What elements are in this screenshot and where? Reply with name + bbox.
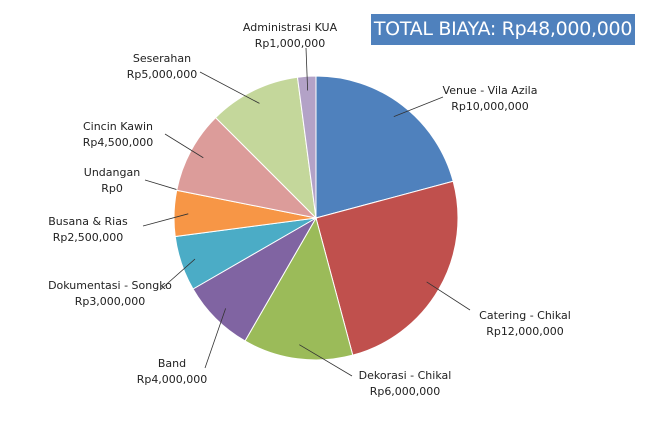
slice-label-cincin-kawin: Cincin Kawin: [83, 120, 153, 133]
slice-label-undangan: Undangan: [84, 166, 140, 179]
leader-line-band: [204, 308, 227, 369]
slice-label-catering-chikal: Catering - Chikal: [479, 309, 571, 322]
leader-line-cincin-kawin: [164, 133, 204, 159]
slice-value-band: Rp4,000,000: [137, 373, 208, 386]
slice-value-venue-vila-azila: Rp10,000,000: [451, 100, 529, 113]
pie-slice-dekorasi-chikal: [244, 216, 354, 361]
pie-slice-cincin-kawin: [176, 116, 318, 219]
slice-label-administrasi-kua: Administrasi KUA: [243, 21, 338, 34]
slice-value-dokumentasi-songko: Rp3,000,000: [75, 295, 146, 308]
slice-label-dekorasi-chikal: Dekorasi - Chikal: [359, 369, 452, 382]
pie-slice-seserahan: [214, 76, 317, 220]
slice-label-seserahan: Seserahan: [133, 52, 191, 65]
pie-slice-catering-chikal: [315, 180, 459, 356]
slice-value-cincin-kawin: Rp4,500,000: [83, 136, 154, 149]
slice-label-venue-vila-azila: Venue - Vila Azila: [443, 84, 538, 97]
slice-value-dekorasi-chikal: Rp6,000,000: [370, 385, 441, 398]
slice-value-undangan: Rp0: [101, 182, 123, 195]
slice-value-busana-rias: Rp2,500,000: [53, 231, 124, 244]
leader-line-administrasi-kua: [305, 47, 309, 91]
slice-label-band: Band: [158, 357, 186, 370]
slice-value-seserahan: Rp5,000,000: [127, 68, 198, 81]
leader-line-catering-chikal: [426, 281, 471, 311]
total-cost-title: TOTAL BIAYA: Rp48,000,000: [371, 14, 635, 45]
slice-value-administrasi-kua: Rp1,000,000: [255, 37, 326, 50]
leader-line-busana-rias: [142, 213, 189, 227]
leader-line-dokumentasi-songko: [159, 258, 196, 291]
slice-label-busana-rias: Busana & Rias: [48, 215, 128, 228]
slice-label-dokumentasi-songko: Dokumentasi - Songko: [48, 279, 172, 292]
leader-line-seserahan: [199, 71, 260, 104]
leader-line-dekorasi-chikal: [299, 344, 353, 377]
pie-slice-venue-vila-azila: [315, 75, 454, 219]
leader-line-venue-vila-azila: [393, 96, 444, 117]
slice-value-catering-chikal: Rp12,000,000: [486, 325, 564, 338]
